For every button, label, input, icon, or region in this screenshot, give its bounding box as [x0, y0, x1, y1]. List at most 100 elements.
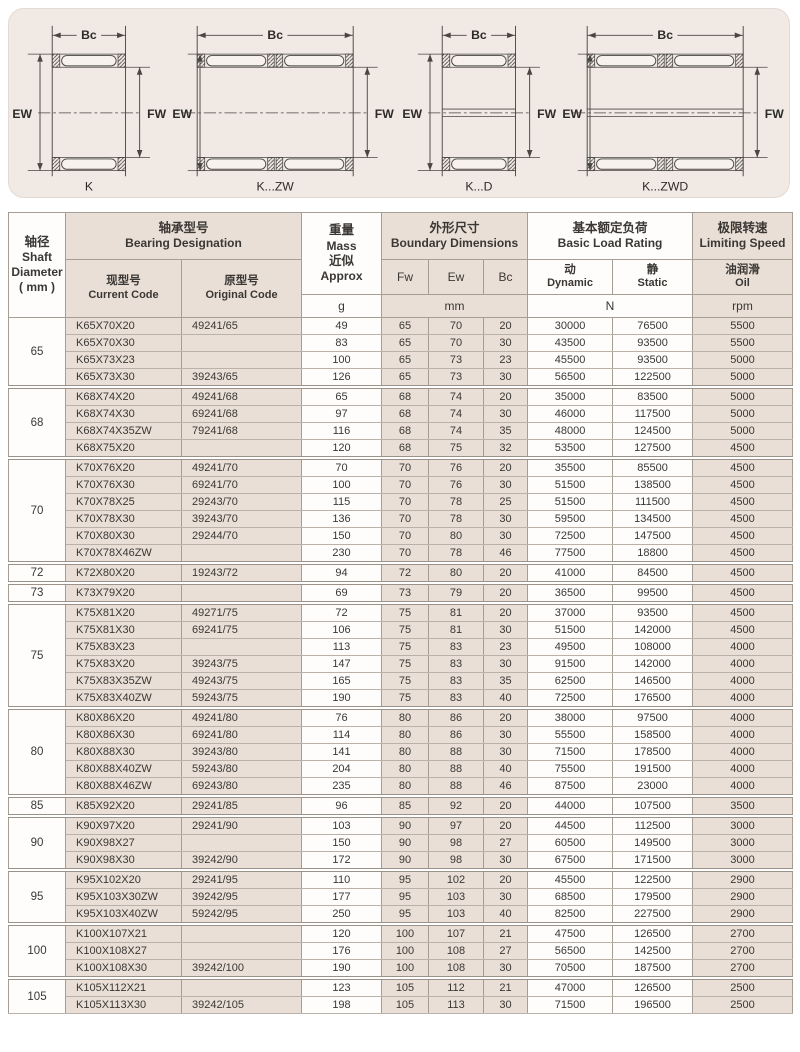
cell-current-code: K73X79X20: [65, 581, 182, 604]
cell-limiting-speed: 4500: [692, 493, 794, 511]
table-row: K70X80X30 29244/70 150 70 80 30 72500 147500 450…: [9, 527, 794, 545]
bc-dimension-label: Bc: [267, 28, 283, 42]
header-current-code: 现型号 Current Code: [65, 259, 182, 318]
cell-limiting-speed: 2900: [692, 888, 794, 906]
bearing-diagram-kzwd: Bc EW FW K...ZWD: [562, 25, 784, 193]
cell-ew: 74: [428, 405, 484, 423]
cell-mass: 126: [301, 368, 382, 388]
cell-static-load: 147500: [612, 527, 694, 545]
cell-ew: 83: [428, 689, 484, 709]
cell-static-load: 18800: [612, 544, 694, 564]
cell-current-code: K100X108X30: [65, 959, 182, 979]
cell-bc: 30: [482, 655, 529, 673]
header-shaft-zh: 轴径: [24, 234, 50, 249]
cell-ew: 81: [428, 621, 484, 639]
cell-ew: 86: [428, 706, 484, 727]
cell-ew: 108: [428, 942, 484, 960]
cell-dynamic-load: 49500: [527, 638, 614, 656]
table-row: 72 K72X80X20 19243/72 94 72 80 20 41000 84500 450…: [8, 561, 794, 584]
cell-mass: 76: [301, 706, 382, 727]
cell-dynamic-load: 59500: [527, 510, 614, 528]
cell-bc: 35: [482, 422, 529, 440]
cell-fw: 68: [381, 439, 429, 459]
header-dynamic-en: Dynamic: [547, 277, 593, 290]
table-row: K100X108X30 39242/100 190 100 108 30 70500 1875…: [9, 959, 794, 979]
cell-dynamic-load: 71500: [527, 743, 614, 761]
cell-current-code: K105X113X30: [65, 996, 182, 1014]
cell-current-code: K68X75X20: [65, 439, 182, 459]
cell-bc: 25: [482, 493, 529, 511]
table-row: K75X83X35ZW 49243/75 165 75 83 35 62500 146500 4…: [9, 672, 794, 690]
cell-static-load: 171500: [612, 851, 694, 871]
cell-shaft-diameter: 65: [8, 317, 66, 388]
cell-dynamic-load: 43500: [527, 334, 614, 352]
cell-limiting-speed: 2900: [692, 905, 794, 925]
header-basic-load-rating: 基本额定负荷 Basic Load Rating: [527, 212, 694, 260]
table-row: K90X98X27 150 90 98 27 60500 149500 3000: [9, 834, 794, 852]
cell-ew: 92: [428, 794, 484, 817]
cell-original-code: 19243/72: [181, 561, 302, 584]
cell-dynamic-load: 45500: [527, 351, 614, 369]
cell-bc: 20: [482, 561, 529, 584]
cell-dynamic-load: 51500: [527, 493, 614, 511]
cell-ew: 83: [428, 655, 484, 673]
bearing-diagrams-panel: Bc EW FW K Bc EW FW K...ZW Bc EW FW K...D Bc EW FW K...…: [8, 8, 790, 198]
cell-fw: 80: [381, 777, 429, 797]
header-shaft-en2: Diameter: [11, 265, 63, 280]
cell-bc: 21: [482, 922, 529, 943]
table-row: K68X74X35ZW 79241/68 116 68 74 35 48000 124500 5…: [9, 422, 794, 440]
unit-speed-rpm: rpm: [692, 294, 794, 318]
cell-bc: 32: [482, 439, 529, 459]
table-row: K65X73X23 100 65 73 23 45500 93500 5000: [9, 351, 794, 369]
cell-fw: 85: [381, 794, 429, 817]
cell-static-load: 142000: [612, 621, 694, 639]
cell-mass: 250: [301, 905, 382, 925]
cell-fw: 73: [381, 581, 429, 604]
cell-dynamic-load: 72500: [527, 527, 614, 545]
cell-dynamic-load: 56500: [527, 942, 614, 960]
cell-shaft-diameter: 85: [8, 794, 66, 817]
cell-dynamic-load: 67500: [527, 851, 614, 871]
cell-original-code: 69241/70: [181, 476, 302, 494]
cell-current-code: K80X88X30: [65, 743, 182, 761]
diagram-caption: K...ZW: [256, 179, 294, 193]
table-row: K70X78X46ZW 230 70 78 46 77500 18800 4500: [9, 544, 794, 564]
cell-fw: 100: [381, 959, 429, 979]
cell-original-code: 29244/70: [181, 527, 302, 545]
cell-original-code: 69241/68: [181, 405, 302, 423]
cell-ew: 103: [428, 888, 484, 906]
cell-shaft-diameter: 90: [8, 814, 66, 871]
cell-limiting-speed: 2500: [692, 996, 794, 1014]
cell-limiting-speed: 4500: [692, 544, 794, 564]
cell-limiting-speed: 4500: [692, 581, 794, 604]
cell-bc: 30: [482, 621, 529, 639]
bearing-diagram-kd: Bc EW FW K...D: [402, 25, 557, 193]
cell-static-load: 126500: [612, 976, 694, 997]
cell-limiting-speed: 2700: [692, 942, 794, 960]
cell-static-load: 108000: [612, 638, 694, 656]
table-row: 73 K73X79X20 69 73 79 20 36500 99500 4500: [8, 581, 794, 604]
diagram-caption: K...ZWD: [642, 179, 688, 193]
cell-original-code: [181, 942, 302, 960]
cell-mass: 150: [301, 834, 382, 852]
cell-original-code: 39242/100: [181, 959, 302, 979]
cell-mass: 103: [301, 814, 382, 835]
unit-mass-g: g: [301, 294, 382, 318]
cell-original-code: 49271/75: [181, 601, 302, 622]
cell-bc: 30: [482, 405, 529, 423]
cell-dynamic-load: 56500: [527, 368, 614, 388]
fw-dimension-label: FW: [147, 107, 166, 121]
cell-bc: 30: [482, 334, 529, 352]
cell-static-load: 142000: [612, 655, 694, 673]
cell-original-code: 39243/75: [181, 655, 302, 673]
cell-current-code: K90X98X30: [65, 851, 182, 871]
table-row: K105X113X30 39242/105 198 105 113 30 71500 1965…: [9, 996, 794, 1014]
cell-bc: 20: [482, 814, 529, 835]
cell-limiting-speed: 4000: [692, 638, 794, 656]
table-row: K100X108X27 176 100 108 27 56500 142500 2700: [9, 942, 794, 960]
cell-static-load: 191500: [612, 760, 694, 778]
cell-dynamic-load: 38000: [527, 706, 614, 727]
cell-dynamic-load: 71500: [527, 996, 614, 1014]
cell-bc: 30: [482, 368, 529, 388]
cell-mass: 94: [301, 561, 382, 584]
